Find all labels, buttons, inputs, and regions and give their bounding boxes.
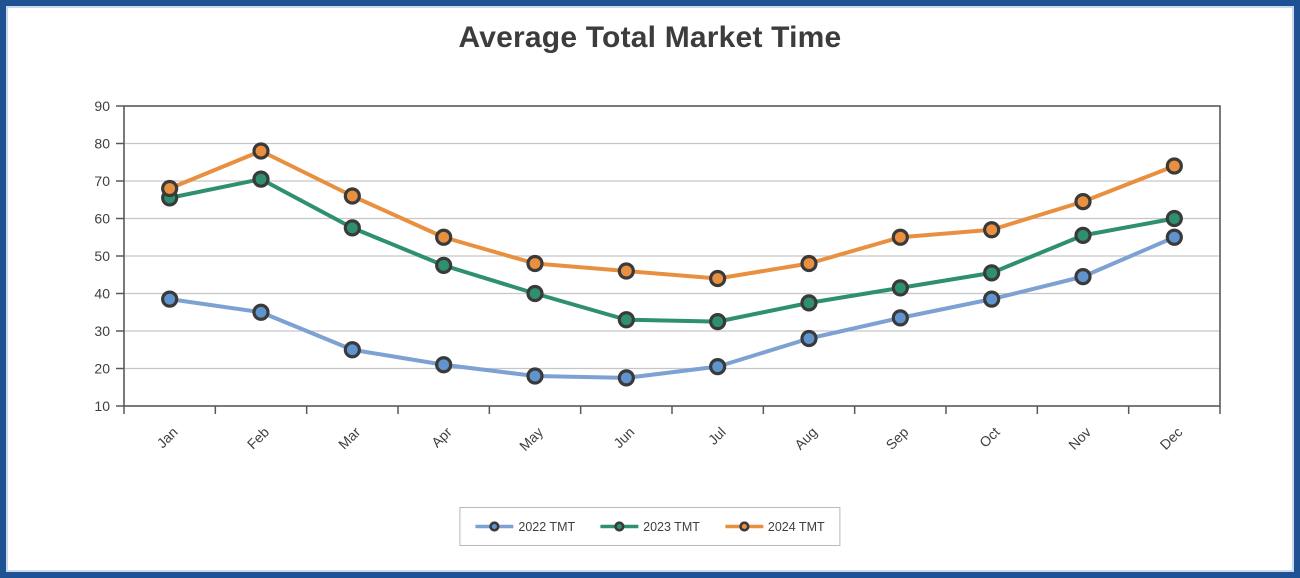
- data-point-2024-tmt-jul: [709, 269, 727, 288]
- data-point-2024-tmt-aug: [800, 254, 818, 273]
- legend-marker-icon: [600, 521, 639, 532]
- data-point-2023-tmt-feb: [252, 170, 270, 188]
- data-point-2022-tmt-apr: [435, 356, 453, 374]
- y-tick-label: 10: [94, 398, 110, 414]
- data-point-2024-tmt-jun: [617, 262, 635, 280]
- legend-item-2023-tmt[interactable]: 2023 TMT: [600, 519, 700, 534]
- y-tick-label: 20: [94, 360, 110, 376]
- x-tick-label: Jan: [154, 424, 181, 451]
- legend-item-2022-tmt[interactable]: 2022 TMT: [475, 519, 575, 534]
- chart-legend: 2022 TMT 2023 TMT 2024 TMT: [459, 507, 841, 546]
- data-point-2022-tmt-feb: [252, 303, 270, 321]
- series-line-2024-tmt: [167, 149, 1177, 281]
- y-tick-label: 30: [94, 323, 110, 339]
- legend-marker-icon: [724, 521, 763, 532]
- series-line-2022-tmt: [167, 235, 1177, 380]
- y-tick-label: 40: [94, 285, 110, 301]
- data-point-2024-tmt-jan: [161, 179, 179, 198]
- data-point-2024-tmt-dec: [1165, 157, 1183, 175]
- data-point-2022-tmt-mar: [343, 341, 361, 359]
- data-point-2022-tmt-oct: [983, 290, 1001, 308]
- data-point-2023-tmt-nov: [1074, 226, 1092, 244]
- data-point-2023-tmt-mar: [343, 219, 361, 237]
- data-point-2023-tmt-jul: [709, 313, 727, 331]
- x-tick-label: Apr: [428, 424, 455, 451]
- y-tick-label: 90: [94, 98, 110, 114]
- data-point-2024-tmt-apr: [435, 228, 453, 246]
- data-point-2023-tmt-jun: [617, 311, 635, 329]
- data-point-2022-tmt-nov: [1074, 268, 1092, 286]
- data-point-2024-tmt-may: [526, 254, 544, 273]
- data-point-2022-tmt-may: [526, 367, 544, 385]
- x-tick-label: Jun: [610, 424, 637, 451]
- data-point-2023-tmt-oct: [983, 264, 1001, 282]
- y-tick-label: 70: [94, 173, 110, 189]
- y-tick-label: 50: [94, 248, 110, 264]
- x-tick-label: May: [516, 424, 546, 454]
- legend-label: 2024 TMT: [767, 520, 825, 534]
- data-point-2024-tmt-nov: [1074, 193, 1092, 211]
- chart-title: Average Total Market Time: [458, 21, 842, 54]
- data-point-2024-tmt-sep: [891, 228, 909, 246]
- legend-item-2024-tmt[interactable]: 2024 TMT: [724, 519, 825, 534]
- series-line-2023-tmt: [167, 177, 1177, 324]
- x-tick-label: Sep: [883, 424, 912, 453]
- legend-marker-icon: [475, 521, 514, 532]
- legend-label: 2023 TMT: [643, 520, 700, 534]
- y-tick-label: 60: [94, 210, 110, 226]
- data-point-2022-tmt-jun: [617, 369, 635, 387]
- data-point-2024-tmt-oct: [983, 221, 1001, 239]
- data-point-2023-tmt-aug: [800, 294, 818, 312]
- y-tick-label: 80: [94, 135, 110, 151]
- x-tick-label: Jul: [705, 424, 729, 448]
- x-tick-label: Dec: [1157, 424, 1186, 453]
- x-tick-label: Mar: [335, 424, 364, 453]
- data-point-2022-tmt-sep: [891, 309, 909, 327]
- x-tick-label: Feb: [244, 424, 273, 453]
- data-point-2022-tmt-jul: [709, 358, 727, 376]
- data-point-2023-tmt-may: [526, 284, 544, 303]
- x-tick-label: Nov: [1065, 424, 1094, 453]
- x-tick-label: Aug: [791, 424, 820, 453]
- data-point-2022-tmt-dec: [1165, 228, 1183, 246]
- legend-label: 2022 TMT: [518, 520, 576, 534]
- data-point-2023-tmt-apr: [435, 256, 453, 274]
- data-point-2023-tmt-sep: [891, 279, 909, 297]
- data-point-2023-tmt-dec: [1165, 209, 1183, 228]
- data-point-2024-tmt-feb: [252, 142, 270, 160]
- data-point-2022-tmt-aug: [800, 329, 818, 348]
- x-tick-label: Oct: [976, 424, 1003, 451]
- data-point-2022-tmt-jan: [161, 290, 179, 308]
- data-point-2024-tmt-mar: [343, 187, 361, 205]
